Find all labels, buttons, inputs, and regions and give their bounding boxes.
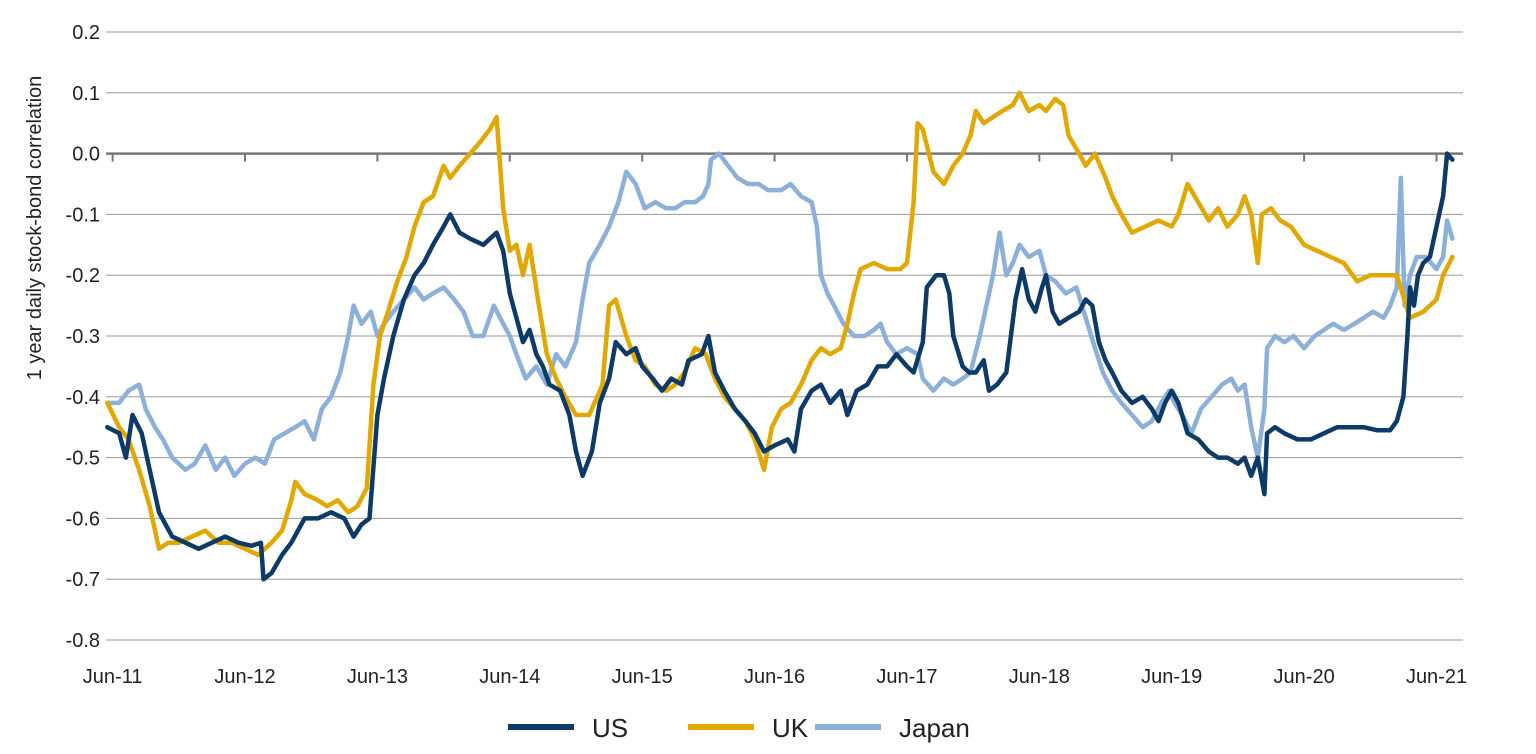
legend-label-us: US	[592, 713, 628, 743]
x-tick-label: Jun-20	[1274, 666, 1335, 688]
y-tick-label: -0.1	[66, 204, 100, 226]
y-tick-label: 0.0	[72, 144, 100, 166]
x-tick-label: Jun-11	[83, 666, 143, 688]
x-tick-label: Jun-19	[1141, 666, 1202, 688]
y-tick-label: -0.3	[66, 326, 100, 348]
x-tick-label: Jun-12	[214, 666, 275, 688]
x-tick-label: Jun-21	[1406, 666, 1467, 688]
y-axis-title: 1 year daily stock-bond correlation	[24, 76, 46, 381]
y-tick-label: -0.8	[66, 630, 100, 652]
series-line-japan	[105, 151, 1455, 479]
y-tick-label: -0.7	[66, 569, 100, 591]
series-lines	[105, 90, 1455, 582]
x-tick-label: Jun-16	[744, 666, 805, 688]
x-tick-label: Jun-15	[612, 666, 673, 688]
y-axis-tick-labels: 0.2 0.1 0.0 -0.1 -0.2 -0.3 -0.4 -0.5 -0.6 -0.7 -0.…	[66, 22, 100, 652]
x-axis: Jun-11 Jun-12 Jun-13 Jun-14 Jun-15 Jun-16 Jun-…	[83, 152, 1467, 688]
y-tick-label: 0.2	[72, 22, 100, 44]
y-tick-label: 0.1	[72, 83, 100, 105]
gridlines	[106, 31, 1463, 641]
legend-label-uk: UK	[772, 713, 809, 743]
y-tick-label: -0.2	[66, 265, 100, 287]
y-tick-label: -0.5	[66, 448, 100, 470]
x-tick-label: Jun-13	[347, 666, 408, 688]
y-tick-label: -0.4	[66, 387, 100, 409]
x-tick-label: Jun-18	[1009, 666, 1070, 688]
legend-label-japan: Japan	[899, 713, 970, 743]
x-tick-label: Jun-17	[876, 666, 937, 688]
series-line-us	[105, 151, 1455, 582]
x-tick-label: Jun-14	[479, 666, 540, 688]
legend: US UK Japan	[508, 713, 970, 743]
series-line-uk	[105, 90, 1455, 558]
y-tick-label: -0.6	[66, 508, 100, 530]
